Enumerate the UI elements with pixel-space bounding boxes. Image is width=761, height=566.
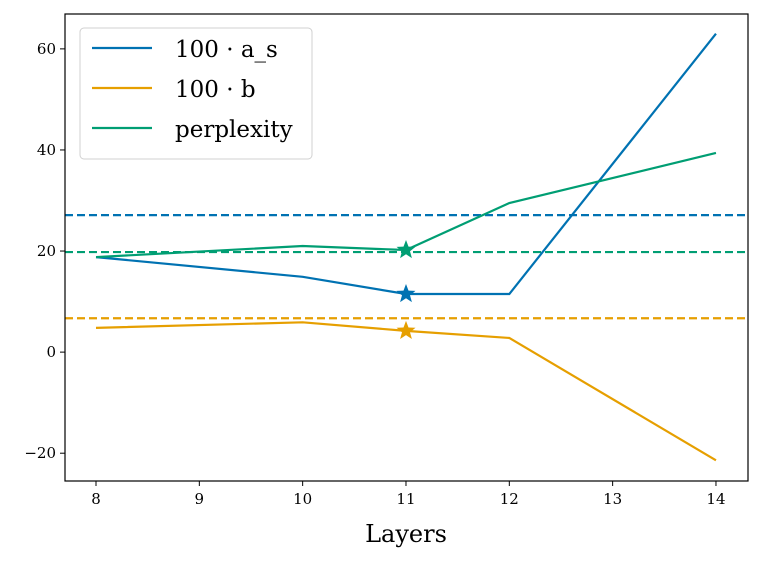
x-tick-label: 10	[293, 490, 312, 508]
x-tick-label: 12	[500, 490, 519, 508]
legend-label-a-s: 100 · a_s	[175, 37, 278, 63]
legend-box	[79, 27, 313, 160]
y-tick-label: 0	[46, 343, 56, 361]
legend-label-b: 100 · b	[175, 77, 256, 103]
star-marker	[396, 284, 416, 303]
plot-frame	[64, 13, 749, 482]
series-line	[95, 321, 717, 462]
x-tick-label: 8	[91, 490, 101, 508]
star-marker	[396, 320, 416, 339]
legend: 100 · a_s 100 · b perplexity	[79, 27, 313, 160]
y-tick-label: 40	[37, 141, 56, 159]
star-marker	[396, 240, 416, 259]
x-tick-label: 13	[603, 490, 622, 508]
x-tick-label: 14	[706, 490, 725, 508]
y-tick-label: −20	[24, 444, 56, 462]
legend-label-perplexity: perplexity	[175, 117, 293, 143]
x-tick-label: 11	[396, 490, 415, 508]
y-tick-label: 60	[37, 40, 56, 58]
x-tick-label: 9	[195, 490, 205, 508]
y-tick-label: 20	[37, 242, 56, 260]
x-axis-label: Layers	[365, 520, 447, 548]
